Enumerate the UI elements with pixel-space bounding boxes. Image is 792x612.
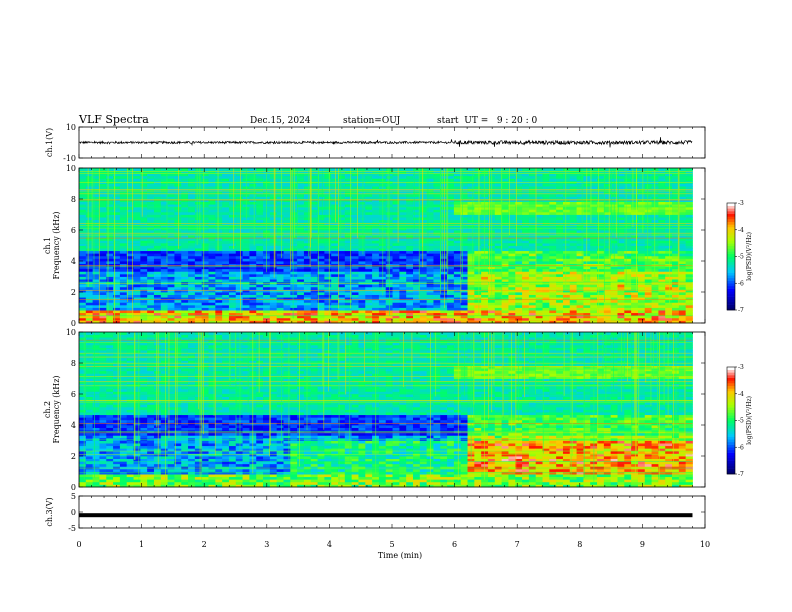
colorbar-tick-label: -6 [738, 280, 744, 287]
x-tick-label: 10 [700, 540, 710, 549]
x-tick-label: 1 [139, 540, 144, 549]
y-tick-label: 10 [66, 123, 76, 132]
y-tick-label: 8 [71, 195, 76, 204]
y-tick-label: 10 [66, 328, 76, 337]
x-tick-label: 3 [264, 540, 269, 549]
colorbars: -3 -4 -5 -6 -7 log(PSD)(V²/Hz) -3 -4 -5 -6 -7 log(P… [726, 200, 753, 478]
x-tick-label: 7 [515, 540, 520, 549]
colorbar-tick-label: -6 [738, 444, 744, 451]
colorbar-label: log(PSD)(V²/Hz) [746, 232, 753, 281]
panel-frame [78, 167, 706, 324]
y-tick-label: 0 [71, 483, 76, 492]
colorbar-tick-label: -7 [738, 307, 744, 314]
spectrogram-cells [79, 168, 693, 324]
y-tick-label: 0 [71, 319, 76, 328]
time-axis: 0 1 2 3 4 5 6 7 8 9 10 [76, 540, 710, 549]
y-tick-label: 8 [71, 359, 76, 368]
colorbar-tick-label: -5 [738, 418, 744, 425]
panel-frame [78, 495, 706, 529]
colorbar-tick-label: -5 [738, 254, 744, 261]
ch1-waveform-panel: 10 -10 ch.1(V) [45, 123, 706, 163]
x-tick-label: 2 [202, 540, 207, 549]
panel-frame [78, 126, 706, 159]
y-tick-label: 0 [71, 508, 76, 517]
spectrogram-cells [79, 332, 693, 488]
start-time-label: start UT = 9 : 20 : 0 [437, 116, 538, 126]
y-tick-label: -10 [63, 154, 76, 163]
x-tick-label: 4 [327, 540, 332, 549]
narrowband-lines [79, 171, 693, 322]
y-tick-label: 10 [66, 164, 76, 173]
sferic-lines [83, 332, 686, 486]
colorbar-tick-label: -4 [738, 227, 744, 234]
y-axis-label: ch.2Frequency (kHz) [43, 375, 61, 443]
ch1-waveform-line [79, 137, 693, 148]
narrowband-lines [79, 339, 693, 474]
colorbar-tick-label: -3 [738, 200, 744, 207]
colorbar-tick-label: -3 [738, 364, 744, 371]
x-tick-label: 0 [76, 540, 81, 549]
x-tick-label: 6 [452, 540, 457, 549]
panel-frame [78, 331, 706, 488]
colorbar-2: -3 -4 -5 -6 -7 log(PSD)(V²/Hz) [726, 364, 753, 478]
y-tick-label: 4 [71, 421, 76, 430]
ch1-spectrogram-panel: 0 2 4 6 8 10 ch.1Frequency (kHz) [43, 164, 706, 328]
x-tick-label: 5 [389, 540, 394, 549]
ch3-waveform-panel: 5 0 -5 ch.3(V) [45, 492, 706, 533]
y-tick-label: 6 [71, 390, 76, 399]
x-axis-label: Time (min) [378, 551, 422, 560]
x-tick-label: 8 [577, 540, 582, 549]
x-tick-label: 9 [640, 540, 645, 549]
y-axis-label: ch.3(V) [45, 497, 54, 526]
date-label: Dec.15, 2024 [250, 116, 311, 126]
y-tick-label: 6 [71, 226, 76, 235]
y-tick-label: 5 [71, 492, 76, 501]
y-tick-label: 2 [71, 288, 76, 297]
colorbar-1: -3 -4 -5 -6 -7 log(PSD)(V²/Hz) [726, 200, 753, 314]
ch2-spectrogram-panel: 0 2 4 6 8 10 ch.2Frequency (kHz) [43, 328, 706, 492]
y-axis-label: ch.1Frequency (kHz) [43, 211, 61, 279]
y-tick-label: 4 [71, 257, 76, 266]
colorbar-label: log(PSD)(V²/Hz) [746, 396, 753, 445]
y-axis-label: ch.1(V) [45, 128, 54, 157]
sferic-lines [87, 168, 680, 322]
colorbar-tick-label: -4 [738, 391, 744, 398]
station-label: station=OUJ [343, 116, 401, 126]
y-tick-label: 2 [71, 452, 76, 461]
y-tick-label: -5 [68, 524, 76, 533]
colorbar-tick-label: -7 [738, 471, 744, 478]
figure-title: VLF Spectra [78, 113, 149, 126]
ch3-waveform-line [79, 513, 693, 518]
